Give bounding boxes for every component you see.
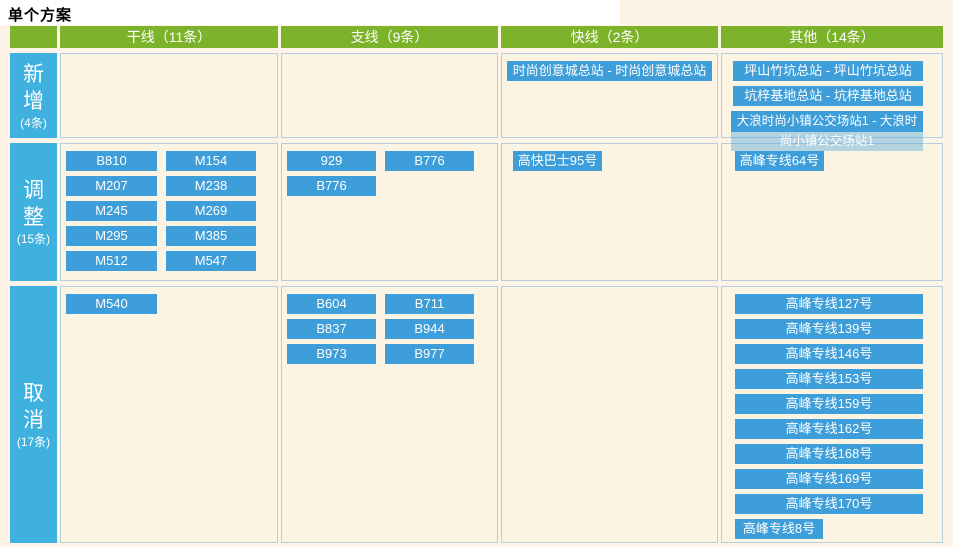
route-button[interactable]: 高峰专线153号 xyxy=(735,369,923,389)
route-button[interactable]: M238 xyxy=(166,176,256,196)
button-grid: M540 xyxy=(66,294,272,314)
route-button[interactable]: M540 xyxy=(66,294,157,314)
route-button[interactable]: 高峰专线127号 xyxy=(735,294,923,314)
route-button[interactable]: 时尚创意城总站 - 时尚创意城总站 xyxy=(507,61,712,81)
cell-adjust-express: 高快巴士95号 xyxy=(501,143,718,281)
route-button[interactable]: 高峰专线139号 xyxy=(735,319,923,339)
route-button[interactable]: 高峰专线146号 xyxy=(735,344,923,364)
route-button[interactable]: 929 xyxy=(287,151,376,171)
cell-new-other: 坪山竹坑总站 - 坪山竹坑总站 坑梓基地总站 - 坑梓基地总站 大浪时尚小镇公交… xyxy=(721,53,943,151)
route-button[interactable]: B973 xyxy=(287,344,376,364)
cell-adjust-trunk: B810 M154 M207 M238 M245 M269 M295 M385 … xyxy=(60,143,278,281)
route-button[interactable]: M269 xyxy=(166,201,256,221)
route-button[interactable]: B711 xyxy=(385,294,474,314)
cell-cancel-branch: B604 B711 B837 B944 B973 B977 xyxy=(281,286,498,543)
row-header-new-count: (4条) xyxy=(20,115,47,130)
route-button[interactable]: 高峰专线64号 xyxy=(735,151,824,171)
column-header-branch: 支线（9条） xyxy=(281,26,498,48)
row-header-new-label: 新增 xyxy=(23,62,44,113)
route-button[interactable]: 坪山竹坑总站 - 坪山竹坑总站 xyxy=(733,61,923,81)
route-button[interactable]: B776 xyxy=(287,176,376,196)
row-header-adjust: 调整 (15条) xyxy=(10,143,57,281)
cell-cancel-other: 高峰专线127号 高峰专线139号 高峰专线146号 高峰专线153号 高峰专线… xyxy=(721,286,943,543)
row-header-new: 新增 (4条) xyxy=(10,53,57,138)
column-header-other: 其他（14条） xyxy=(721,26,943,48)
route-button[interactable]: 高峰专线168号 xyxy=(735,444,923,464)
row-header-adjust-label: 调整 xyxy=(23,179,44,229)
row-header-cancel: 取消 (17条) xyxy=(10,286,57,543)
route-button[interactable]: 坑梓基地总站 - 坑梓基地总站 xyxy=(733,86,923,106)
route-button[interactable]: M245 xyxy=(66,201,157,221)
cell-cancel-trunk: M540 xyxy=(60,286,278,543)
route-button[interactable]: M385 xyxy=(166,226,256,246)
route-button[interactable]: 大浪时尚小镇公交场站1 - 大浪时尚小镇公交场站1 xyxy=(731,111,923,151)
cell-new-branch xyxy=(281,53,498,138)
route-button[interactable]: 高峰专线170号 xyxy=(735,494,923,514)
row-header-cancel-label: 取消 xyxy=(23,381,44,432)
title-strip xyxy=(0,0,620,25)
column-header-express: 快线（2条） xyxy=(501,26,718,48)
cell-adjust-branch: 929 B776 B776 xyxy=(281,143,498,281)
route-button[interactable]: M207 xyxy=(66,176,157,196)
route-button[interactable]: B977 xyxy=(385,344,474,364)
button-grid: 929 B776 B776 xyxy=(287,151,492,196)
cell-cancel-express xyxy=(501,286,718,543)
route-button[interactable]: B776 xyxy=(385,151,474,171)
route-button[interactable]: B604 xyxy=(287,294,376,314)
plan-table: 干线（11条） 支线（9条） 快线（2条） 其他（14条） 新增 (4条) 时尚… xyxy=(10,26,943,543)
route-button[interactable]: 高峰专线162号 xyxy=(735,419,923,439)
button-grid: B604 B711 B837 B944 B973 B977 xyxy=(287,294,492,364)
cell-new-express: 时尚创意城总站 - 时尚创意城总站 xyxy=(501,53,718,138)
row-header-cancel-count: (17条) xyxy=(16,434,51,449)
route-button[interactable]: M547 xyxy=(166,251,256,271)
route-button[interactable]: B837 xyxy=(287,319,376,339)
route-button[interactable]: 高峰专线169号 xyxy=(735,469,923,489)
cell-adjust-other: 高峰专线64号 xyxy=(721,143,943,281)
table-corner-cell xyxy=(10,26,57,48)
route-button[interactable]: M154 xyxy=(166,151,256,171)
button-grid: B810 M154 M207 M238 M245 M269 M295 M385 … xyxy=(66,151,272,271)
row-header-adjust-count: (15条) xyxy=(16,232,51,246)
route-button[interactable]: 高峰专线159号 xyxy=(735,394,923,414)
route-button[interactable]: B810 xyxy=(66,151,157,171)
cell-new-trunk xyxy=(60,53,278,138)
page-title: 单个方案 xyxy=(8,7,73,24)
column-header-trunk: 干线（11条） xyxy=(60,26,278,48)
route-button[interactable]: 高快巴士95号 xyxy=(513,151,602,171)
route-button[interactable]: 高峰专线8号 xyxy=(735,519,823,539)
route-button[interactable]: B944 xyxy=(385,319,474,339)
route-button[interactable]: M295 xyxy=(66,226,157,246)
route-button[interactable]: M512 xyxy=(66,251,157,271)
